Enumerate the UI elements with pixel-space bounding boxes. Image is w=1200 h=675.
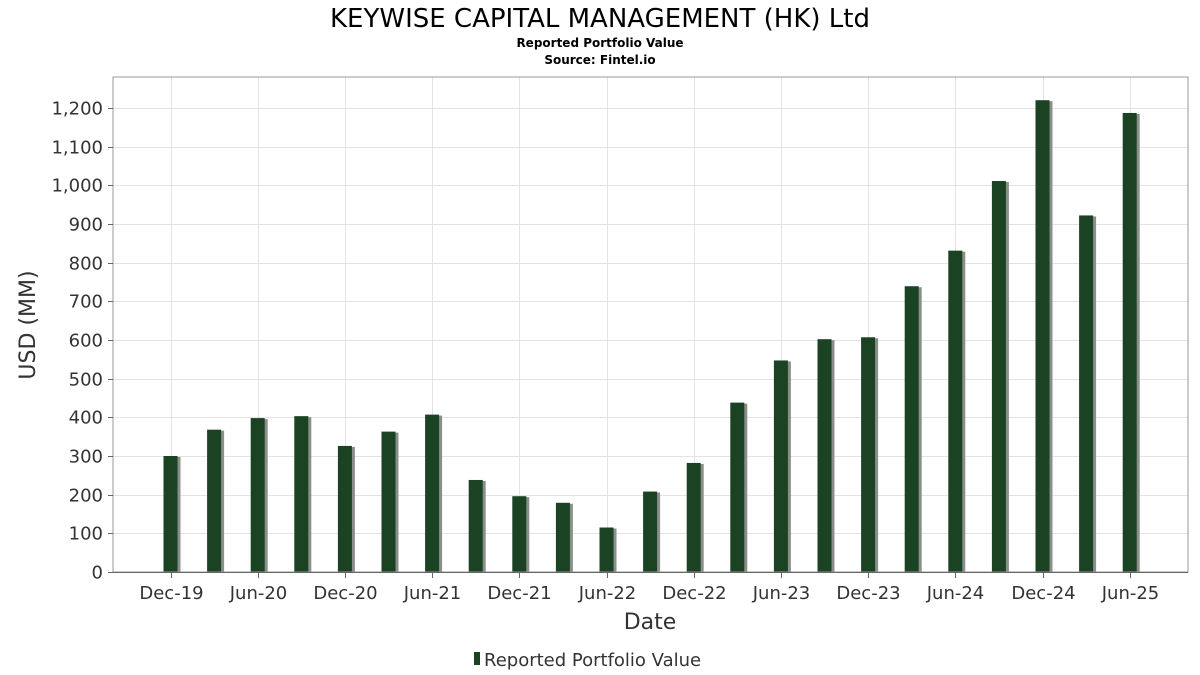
x-axis-title: Date (624, 610, 677, 635)
legend-swatch (474, 652, 480, 665)
chart-title: KEYWISE CAPITAL MANAGEMENT (HK) Ltd (330, 4, 870, 34)
legend: Reported Portfolio Value (474, 650, 701, 671)
legend-label: Reported Portfolio Value (484, 650, 701, 671)
x-tick-label: Jun-24 (926, 583, 985, 604)
bar (468, 479, 483, 572)
x-tick-label: Dec-21 (487, 583, 551, 604)
bar (948, 250, 963, 572)
y-tick-label: 0 (92, 563, 103, 584)
bar (730, 402, 745, 572)
bars-series (163, 100, 1140, 572)
bar (773, 360, 788, 572)
y-tick-label: 300 (69, 447, 103, 468)
bar (163, 455, 178, 572)
y-gridlines (113, 108, 1188, 534)
y-tick-label: 1,100 (51, 138, 103, 159)
x-tick-label: Jun-21 (403, 583, 462, 604)
y-tick-label: 1,200 (51, 99, 103, 120)
bar (904, 286, 919, 572)
y-tick-label: 700 (69, 292, 103, 313)
bar (1079, 215, 1094, 572)
x-tick-label: Dec-19 (139, 583, 203, 604)
bar (817, 339, 832, 572)
x-tick-label: Jun-23 (752, 583, 811, 604)
bar (512, 496, 527, 572)
bar (337, 445, 352, 572)
bar (294, 416, 309, 572)
y-axis-title: USD (MM) (16, 270, 41, 379)
chart-source: Source: Fintel.io (544, 53, 655, 67)
x-tick-label: Jun-25 (1101, 583, 1160, 604)
bar (250, 418, 265, 572)
bar (1035, 100, 1050, 572)
chart-subtitle: Reported Portfolio Value (516, 36, 683, 50)
y-tick-label: 1,000 (51, 176, 103, 197)
x-tick-label: Dec-24 (1011, 583, 1075, 604)
x-tick-label: Jun-20 (229, 583, 288, 604)
x-tick-label: Dec-20 (313, 583, 377, 604)
y-tick-label: 600 (69, 331, 103, 352)
bar (207, 429, 222, 572)
bar (1122, 112, 1137, 572)
y-tick-label: 100 (69, 524, 103, 545)
y-tick-label: 500 (69, 370, 103, 391)
y-tick-label: 800 (69, 254, 103, 275)
bar (643, 491, 658, 572)
bar (686, 462, 701, 572)
bar (555, 502, 570, 572)
y-tick-label: 200 (69, 486, 103, 507)
bar (381, 431, 396, 572)
y-tick-label: 900 (69, 215, 103, 236)
bar (599, 527, 614, 572)
y-axis-ticks: 0 100 200 300 400 500 600 700 800 900 1,000 1,100 1,… (51, 99, 113, 584)
bar (425, 414, 440, 572)
x-tick-label: Jun-22 (578, 583, 637, 604)
x-axis-ticks: Dec-19 Jun-20 Dec-20 Jun-21 Dec-21 Jun-22 Dec-… (139, 572, 1159, 604)
x-tick-label: Dec-22 (662, 583, 726, 604)
x-tick-label: Dec-23 (836, 583, 900, 604)
y-tick-label: 400 (69, 408, 103, 429)
bar (861, 337, 876, 572)
bar (991, 181, 1006, 572)
